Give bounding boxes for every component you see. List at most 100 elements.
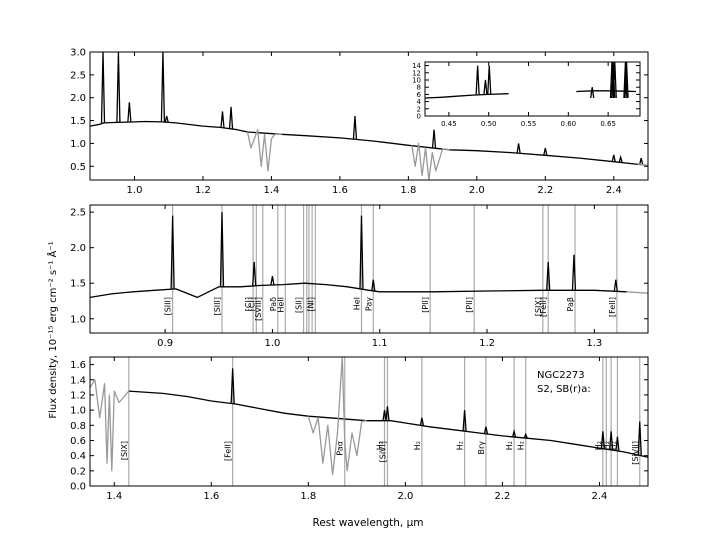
line-label: [SII] [295, 297, 304, 313]
emission-peak [220, 111, 225, 128]
line-label: Paδ [269, 297, 278, 311]
y-tick-label: 10 [412, 76, 421, 84]
x-tick-label: 1.0 [127, 185, 143, 196]
y-tick-label: 2.5 [70, 208, 86, 219]
y-tick-label: 6 [417, 91, 422, 99]
emission-peak [116, 52, 121, 123]
x-tick-label: 2.0 [469, 185, 485, 196]
line-label: Paγ [364, 297, 373, 311]
emission-peak [613, 279, 618, 292]
emission-peak [419, 417, 425, 426]
y-tick-label: 14 [412, 62, 421, 70]
y-tick-label: 0.6 [70, 436, 86, 447]
y-axis-label: Flux density, 10⁻¹⁵ erg cm⁻² s⁻¹ Å⁻¹ [46, 241, 59, 418]
x-tick-label: 2.4 [592, 491, 608, 502]
emission-peak [382, 410, 387, 421]
x-tick-label: 1.6 [203, 491, 219, 502]
y-tick-label: 0.8 [70, 421, 86, 432]
emission-peak [385, 406, 390, 421]
spectrum-series [425, 93, 509, 99]
y-tick-label: 1.6 [70, 360, 86, 371]
x-tick-label: 1.2 [479, 338, 495, 349]
object-type: S2, SB(r)a: [537, 384, 591, 395]
line-label: [PII] [421, 297, 430, 313]
emission-peak [546, 261, 551, 291]
x-tick-label: 1.1 [372, 338, 388, 349]
emission-peak [483, 426, 489, 434]
panel-frame [89, 204, 649, 334]
x-tick-label: 2.0 [397, 491, 413, 502]
y-tick-label: 0.4 [70, 451, 86, 462]
emission-peak [612, 62, 617, 99]
y-tick-label: 8 [417, 84, 421, 92]
panel-background [90, 205, 648, 333]
emission-peak [618, 154, 623, 163]
line-label: Paβ [566, 297, 575, 311]
y-tick-label: 1.4 [70, 375, 86, 386]
y-tick-label: 1.5 [70, 116, 86, 127]
emission-peak [352, 115, 358, 140]
line-label: [CI] [247, 297, 256, 311]
x-tick-label: 1.4 [263, 185, 279, 196]
y-tick-label: 4 [417, 98, 422, 106]
spectrum-series [90, 282, 627, 299]
y-tick-label: 1.5 [70, 279, 86, 290]
emission-peak [164, 115, 169, 123]
line-label: [FeII] [539, 297, 548, 317]
panel-background [425, 62, 640, 116]
line-label: H₂ [594, 441, 603, 450]
emission-peak [516, 143, 521, 154]
emission-peak [615, 436, 620, 451]
emission-peak [359, 215, 364, 290]
emission-peak [219, 212, 225, 287]
panel-frame [89, 356, 649, 487]
line-label: H₂ [413, 441, 422, 450]
panel-bottom: [SIX] [FeII] Paα H₂[SiVI] H₂ H₂ Brγ H₂ H₂ H₂H₂H₂H… [70, 356, 649, 502]
x-tick-label: 0.60 [561, 120, 577, 128]
line-label: H₂ [608, 441, 617, 450]
y-tick-label: 2.0 [70, 243, 86, 254]
spectrum-series [637, 163, 648, 167]
plot-area [90, 357, 648, 486]
line-label: [SIII] [213, 297, 222, 315]
plot-area [90, 52, 648, 180]
line-label: Brγ [477, 441, 486, 455]
line-label: H₂ [517, 441, 526, 450]
x-tick-label: 1.3 [586, 338, 602, 349]
emission-peak [483, 79, 488, 95]
emission-peak [608, 431, 614, 450]
spectrum-series [90, 379, 130, 472]
emission-peak [543, 147, 548, 156]
emission-peak [637, 421, 642, 456]
spectrum-series [128, 390, 648, 458]
x-tick-label: 1.0 [264, 338, 280, 349]
line-label: [CI] [244, 297, 253, 311]
x-tick-label: 1.8 [300, 491, 316, 502]
spectrum-series [246, 129, 282, 172]
emission-peak [230, 368, 235, 404]
x-axis-label: Rest wavelength, μm [313, 517, 424, 529]
emission-peak [600, 431, 606, 449]
y-tick-label: 12 [412, 69, 421, 77]
y-tick-label: 2 [417, 105, 421, 113]
line-label: H₂ [597, 441, 606, 450]
emission-peak [431, 129, 437, 149]
spectrum-series [626, 291, 648, 294]
x-tick-label: 0.65 [600, 120, 616, 128]
y-tick-label: 0.0 [70, 482, 86, 493]
line-label: [SiVII] [631, 441, 640, 465]
x-tick-label: 2.4 [606, 185, 622, 196]
emission-peak [371, 279, 376, 291]
emission-peak [590, 87, 595, 99]
emission-peak [228, 106, 234, 129]
emission-peak [511, 428, 517, 438]
emission-peak [623, 62, 628, 99]
x-tick-label: 1.2 [195, 185, 211, 196]
y-tick-label: 1.0 [70, 314, 86, 325]
line-label: [FeII] [224, 441, 233, 461]
emission-peak [127, 102, 132, 123]
emission-peak [571, 254, 577, 291]
panel-frame [424, 61, 641, 117]
x-tick-label: 0.9 [157, 338, 173, 349]
